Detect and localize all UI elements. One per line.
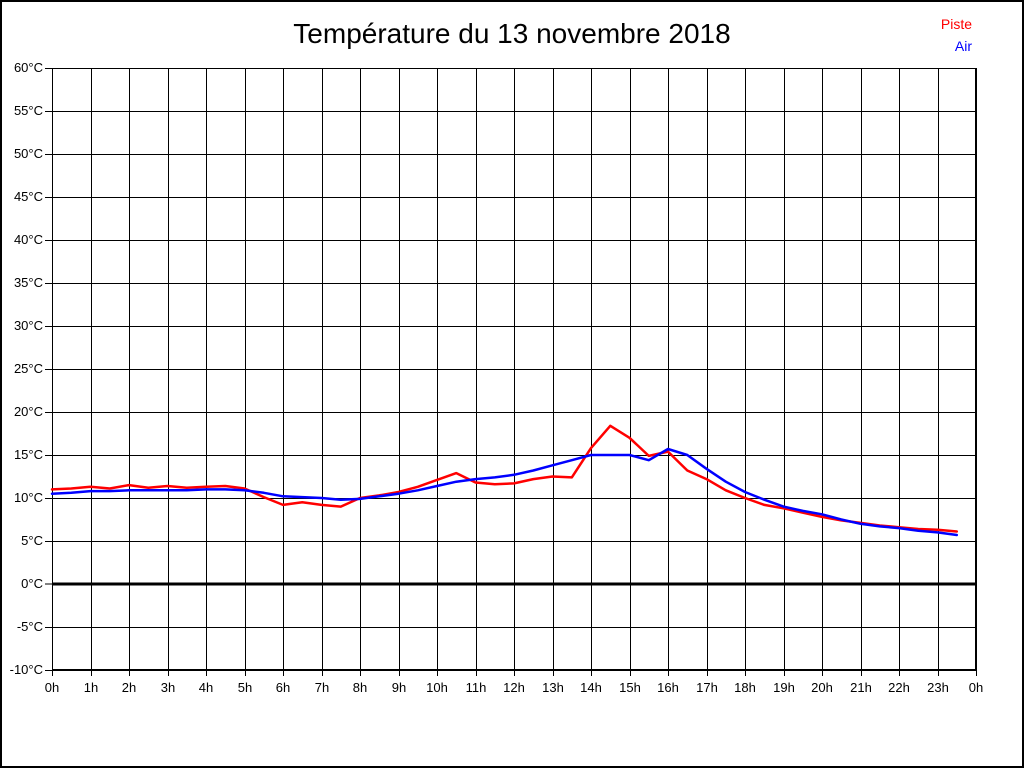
plot-border bbox=[52, 68, 976, 670]
x-tick-label: 20h bbox=[811, 680, 833, 695]
y-tick-label: -10°C bbox=[10, 662, 43, 677]
y-tick-label: 5°C bbox=[21, 533, 43, 548]
x-tick-label: 7h bbox=[315, 680, 329, 695]
legend-item-piste: Piste bbox=[940, 16, 972, 32]
x-tick-label: 5h bbox=[238, 680, 252, 695]
x-tick-label: 23h bbox=[927, 680, 949, 695]
x-tick-label: 16h bbox=[657, 680, 679, 695]
y-tick-label: 30°C bbox=[14, 318, 43, 333]
x-tick-label: 0h bbox=[969, 680, 983, 695]
y-tick-label: 25°C bbox=[14, 361, 43, 376]
x-tick-label: 0h bbox=[45, 680, 59, 695]
legend: Piste Air bbox=[941, 13, 972, 57]
chart-title: Température du 13 novembre 2018 bbox=[293, 18, 731, 49]
x-tick-label: 8h bbox=[353, 680, 367, 695]
legend-item-air: Air bbox=[954, 38, 972, 54]
y-tick-label: 40°C bbox=[14, 232, 43, 247]
series-line-air bbox=[50, 447, 959, 537]
series-line-piste bbox=[50, 424, 959, 533]
x-tick-label: 18h bbox=[734, 680, 756, 695]
x-tick-label: 4h bbox=[199, 680, 213, 695]
x-tick-label: 2h bbox=[122, 680, 136, 695]
y-tick-label: 60°C bbox=[14, 60, 43, 75]
x-tick-label: 3h bbox=[161, 680, 175, 695]
x-tick-label: 15h bbox=[619, 680, 641, 695]
y-tick-label: 15°C bbox=[14, 447, 43, 462]
y-tick-label: 35°C bbox=[14, 275, 43, 290]
x-tick-label: 12h bbox=[503, 680, 525, 695]
x-tick-label: 21h bbox=[850, 680, 872, 695]
x-tick-label: 11h bbox=[466, 680, 487, 695]
y-tick-label: 20°C bbox=[14, 404, 43, 419]
x-tick-label: 14h bbox=[580, 680, 602, 695]
x-tick-label: 13h bbox=[542, 680, 564, 695]
x-tick-label: 1h bbox=[84, 680, 98, 695]
x-tick-label: 22h bbox=[888, 680, 910, 695]
y-tick-label: -5°C bbox=[17, 619, 43, 634]
x-tick-label: 9h bbox=[392, 680, 406, 695]
y-tick-label: 45°C bbox=[14, 189, 43, 204]
x-tick-label: 6h bbox=[276, 680, 290, 695]
x-tick-label: 10h bbox=[426, 680, 448, 695]
x-tick-label: 19h bbox=[773, 680, 795, 695]
y-tick-label: 0°C bbox=[21, 576, 43, 591]
y-tick-label: 55°C bbox=[14, 103, 43, 118]
x-tick-label: 17h bbox=[696, 680, 718, 695]
y-tick-label: 50°C bbox=[14, 146, 43, 161]
y-tick-label: 10°C bbox=[14, 490, 43, 505]
